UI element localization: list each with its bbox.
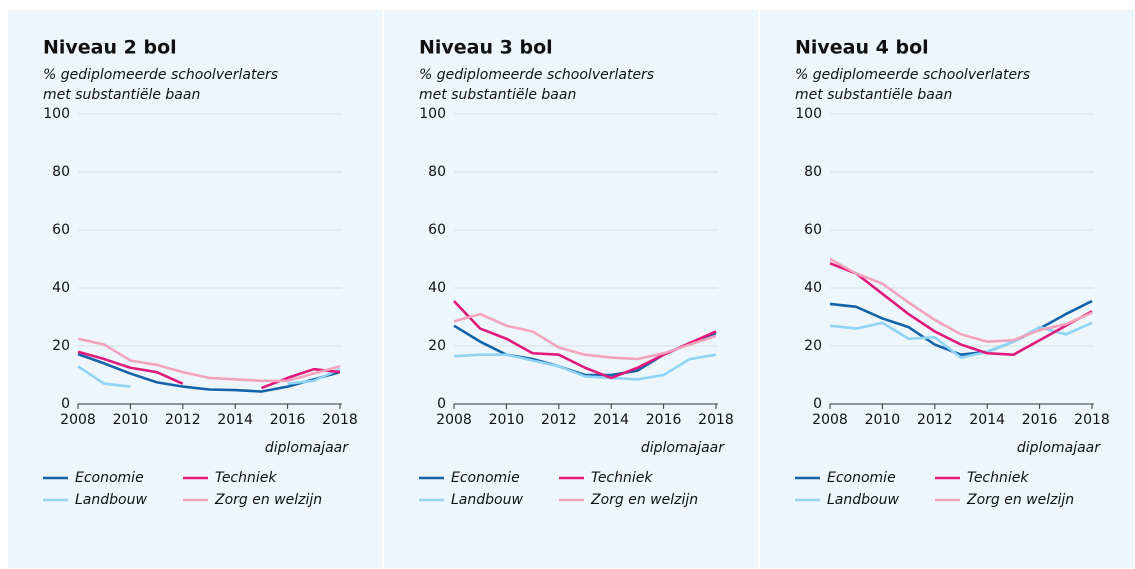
- y-tick-label: 20: [804, 338, 822, 354]
- y-tick-label: 60: [52, 222, 70, 238]
- chart-title: Niveau 2 bol: [43, 37, 177, 59]
- y-tick-label: 20: [428, 338, 446, 354]
- x-tick-label: 2010: [113, 412, 149, 428]
- y-tick-label: 60: [804, 222, 822, 238]
- y-tick-label: 40: [52, 280, 70, 296]
- legend-label: Economie: [827, 470, 896, 486]
- x-tick-label: 2018: [698, 412, 734, 428]
- panel: [760, 10, 1134, 568]
- y-tick-label: 0: [813, 396, 822, 412]
- series-line: [77, 352, 341, 393]
- x-tick-label: 2016: [270, 412, 306, 428]
- y-tick-label: 0: [61, 396, 70, 412]
- subtitle: % gediplomeerde schoolverlaters: [419, 67, 654, 83]
- x-tick-label: 2016: [1022, 412, 1058, 428]
- series-line: [453, 312, 717, 361]
- x-tick-label: 2012: [165, 412, 201, 428]
- legend-label: Economie: [75, 470, 144, 486]
- y-tick-label: 80: [804, 164, 822, 180]
- chart-title: Niveau 3 bol: [419, 37, 553, 59]
- legend-label: Techniek: [967, 470, 1029, 486]
- y-tick-label: 100: [419, 106, 446, 122]
- x-tick-label: 2012: [541, 412, 577, 428]
- y-tick-label: 80: [52, 164, 70, 180]
- x-axis-label: diplomajaar: [1017, 440, 1101, 456]
- x-axis-label: diplomajaar: [641, 440, 725, 456]
- legend-label: Techniek: [591, 470, 653, 486]
- legend-label: Landbouw: [451, 492, 523, 508]
- series-line: [829, 321, 1093, 359]
- legend-label: Zorg en welzijn: [214, 492, 322, 508]
- series-line: [453, 353, 717, 381]
- x-tick-label: 2012: [917, 412, 953, 428]
- panel: [8, 10, 382, 568]
- legend-label: Landbouw: [827, 492, 899, 508]
- y-tick-label: 0: [437, 396, 446, 412]
- legend-label: Economie: [451, 470, 520, 486]
- y-tick-label: 40: [804, 280, 822, 296]
- x-tick-label: 2018: [1074, 412, 1110, 428]
- series-line: [829, 257, 1093, 343]
- x-tick-label: 2010: [865, 412, 901, 428]
- legend-label: Techniek: [215, 470, 277, 486]
- x-axis-label: diplomajaar: [265, 440, 349, 456]
- x-tick-label: 2014: [969, 412, 1005, 428]
- y-tick-label: 40: [428, 280, 446, 296]
- y-tick-label: 100: [43, 106, 70, 122]
- x-tick-label: 2018: [322, 412, 358, 428]
- y-tick-label: 100: [795, 106, 822, 122]
- x-tick-label: 2008: [812, 412, 848, 428]
- subtitle: met substantiële baan: [795, 87, 952, 103]
- legend-label: Zorg en welzijn: [966, 492, 1074, 508]
- x-tick-label: 2008: [436, 412, 472, 428]
- x-tick-label: 2008: [60, 412, 96, 428]
- legend-label: Zorg en welzijn: [590, 492, 698, 508]
- panel: [384, 10, 758, 568]
- series-line: [77, 337, 341, 383]
- subtitle: % gediplomeerde schoolverlaters: [43, 67, 278, 83]
- x-tick-label: 2010: [489, 412, 525, 428]
- subtitle: met substantiële baan: [419, 87, 576, 103]
- series-line: [77, 365, 341, 388]
- subtitle: % gediplomeerde schoolverlaters: [795, 67, 1030, 83]
- x-tick-label: 2014: [593, 412, 629, 428]
- y-tick-label: 80: [428, 164, 446, 180]
- chart-title: Niveau 4 bol: [795, 37, 929, 59]
- subtitle: met substantiële baan: [43, 87, 200, 103]
- series-line: [829, 299, 1093, 356]
- legend-label: Landbouw: [75, 492, 147, 508]
- y-tick-label: 20: [52, 338, 70, 354]
- y-tick-label: 60: [428, 222, 446, 238]
- x-tick-label: 2014: [217, 412, 253, 428]
- series-line: [829, 262, 1093, 356]
- x-tick-label: 2016: [646, 412, 682, 428]
